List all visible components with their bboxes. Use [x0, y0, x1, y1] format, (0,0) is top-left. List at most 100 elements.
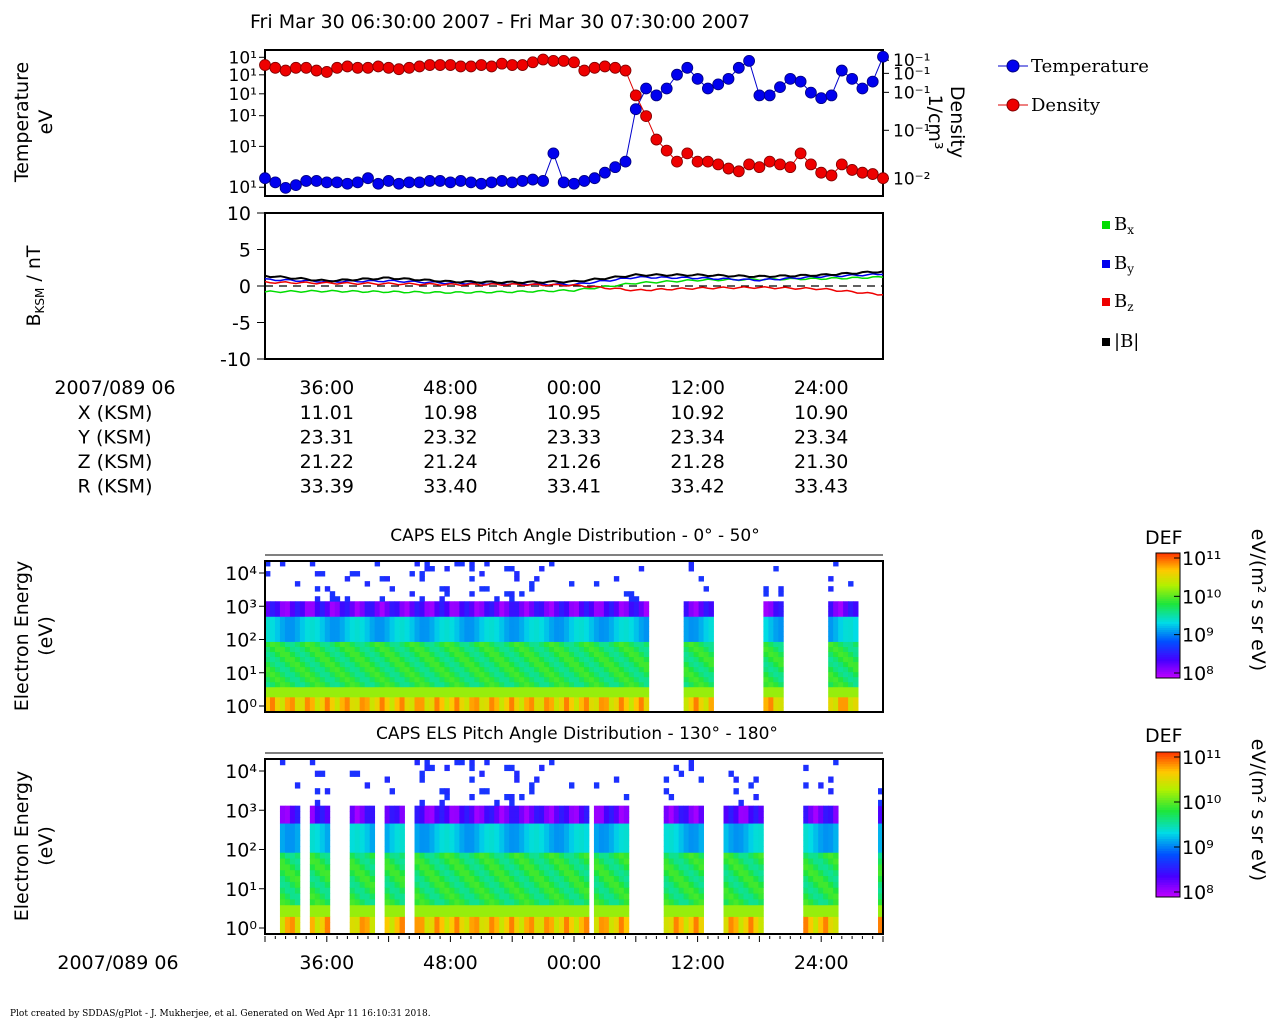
spectrogram-cell: [703, 661, 709, 668]
spectrogram-cell: [449, 676, 455, 683]
spectrogram-cell: [698, 805, 704, 812]
spectrogram-cell: [808, 840, 814, 847]
spectrogram-cell: [439, 636, 445, 642]
spectrogram-cell: [399, 651, 405, 658]
spectrogram-cell: [374, 606, 381, 612]
spectrogram-cell: [504, 606, 510, 612]
spectrogram-cell: [598, 691, 605, 698]
spectrogram-cell: [554, 691, 560, 698]
spectrogram-cell: [519, 661, 525, 668]
spectrogram-cell: [389, 681, 395, 688]
spectrogram-cell: [638, 636, 645, 642]
spectrogram-cell: [424, 887, 430, 894]
spectrogram-cell: [399, 671, 405, 678]
spectrogram-cell: [723, 811, 729, 818]
spectrogram-cell: [294, 834, 301, 842]
spectrogram-cell: [314, 916, 321, 923]
spectrogram-cell: [688, 606, 695, 612]
spectrogram-cell: [304, 646, 311, 652]
colorbar-segment: [1156, 754, 1180, 758]
spectrogram-cell: [384, 616, 390, 622]
spectrogram-cell: [808, 864, 814, 871]
spectrogram-cell: [519, 928, 525, 935]
spectrogram-cell: [728, 910, 734, 917]
spectrogram-cell: [838, 646, 844, 652]
spectrogram-cell: [539, 875, 545, 882]
spectrogram-cell: [668, 887, 675, 894]
spectrogram-cell: [569, 922, 575, 929]
spectrogram-cell: [459, 636, 465, 642]
spectrogram-cell: [623, 928, 630, 935]
spectrogram-cell: [329, 671, 336, 678]
spectrogram-cell: [464, 916, 470, 923]
spectrogram-cell: [554, 706, 560, 713]
spectrogram-cell: [728, 916, 734, 923]
spectrogram-cell: [414, 651, 420, 658]
spectrogram-cell: [279, 869, 286, 877]
spectrogram-cell: [688, 852, 695, 859]
spectrogram-cell: [474, 676, 480, 683]
spectrogram-cell: [469, 561, 475, 567]
spectrogram-cell: [454, 922, 460, 929]
spectrogram-cell: [683, 881, 690, 888]
spectrogram-cell: [519, 899, 525, 906]
spectrogram-cell: [394, 626, 400, 632]
spectrogram-cell: [559, 606, 565, 612]
density-point: [681, 147, 694, 160]
spectrogram-cell: [833, 829, 839, 836]
spectrogram-cell: [574, 904, 580, 912]
spectrogram-cell: [279, 858, 286, 865]
spectrogram-cell: [554, 611, 560, 617]
spectrogram-cell: [479, 875, 485, 882]
spectrogram-cell: [668, 852, 675, 859]
spectrogram-cell: [593, 601, 600, 607]
spectrogram-cell: [539, 805, 545, 812]
spectrogram-cell: [404, 616, 410, 622]
spectrogram-cell: [404, 601, 410, 607]
spectrogram-cell: [559, 691, 565, 698]
temperature-point: [557, 176, 570, 189]
spectrogram-cell: [569, 661, 575, 668]
spectrogram-cell: [474, 611, 480, 617]
spectrogram-cell: [823, 829, 829, 836]
spectrogram-cell: [833, 881, 839, 888]
spectrogram-cell: [738, 811, 744, 818]
spectrogram-cell: [504, 922, 510, 929]
spectrogram-cell: [514, 840, 520, 847]
spectrogram-cell: [823, 881, 829, 888]
spectrogram-cell: [384, 706, 390, 713]
spectrogram-cell: [544, 696, 550, 703]
density-tick-label: 10⁻²: [893, 169, 930, 189]
spectrogram-cell: [728, 834, 734, 842]
spectrogram-cell: [549, 893, 555, 900]
spectrogram-cell: [289, 869, 296, 877]
spectrogram-cell: [578, 696, 585, 703]
spectrogram-cell: [309, 631, 316, 637]
spectrogram-cell: [768, 676, 774, 683]
temperature-point: [444, 176, 457, 189]
spectrogram-cell: [663, 893, 670, 900]
spectrogram-cell: [499, 928, 505, 935]
spectrogram-cell: [354, 621, 361, 627]
spectrogram-cell: [484, 893, 490, 900]
spectrogram-cell: [464, 805, 470, 812]
spectrogram-cell: [509, 846, 515, 853]
spectrogram-cell: [598, 671, 605, 678]
spectrogram-cell: [364, 706, 371, 713]
spectrogram-cell: [728, 823, 734, 830]
spectrogram-cell: [878, 811, 884, 818]
spectrogram-cell: [663, 829, 670, 836]
spectrogram-cell: [628, 601, 635, 607]
spectrogram-cell: [613, 691, 620, 698]
spectrogram-cell: [519, 641, 525, 647]
spectrogram-cell: [733, 846, 739, 853]
spectrogram-cell: [608, 651, 615, 658]
spectrogram-cell: [499, 686, 505, 693]
spectrogram-cell: [359, 811, 366, 818]
spectrogram-cell: [588, 646, 595, 652]
spectrogram-cell: [429, 881, 435, 888]
spectrogram-cell: [593, 864, 600, 871]
spectrogram-cell: [459, 916, 465, 923]
spectrogram-cell: [279, 829, 286, 836]
bottom-time-row-label: 2007/089 06: [57, 952, 178, 974]
